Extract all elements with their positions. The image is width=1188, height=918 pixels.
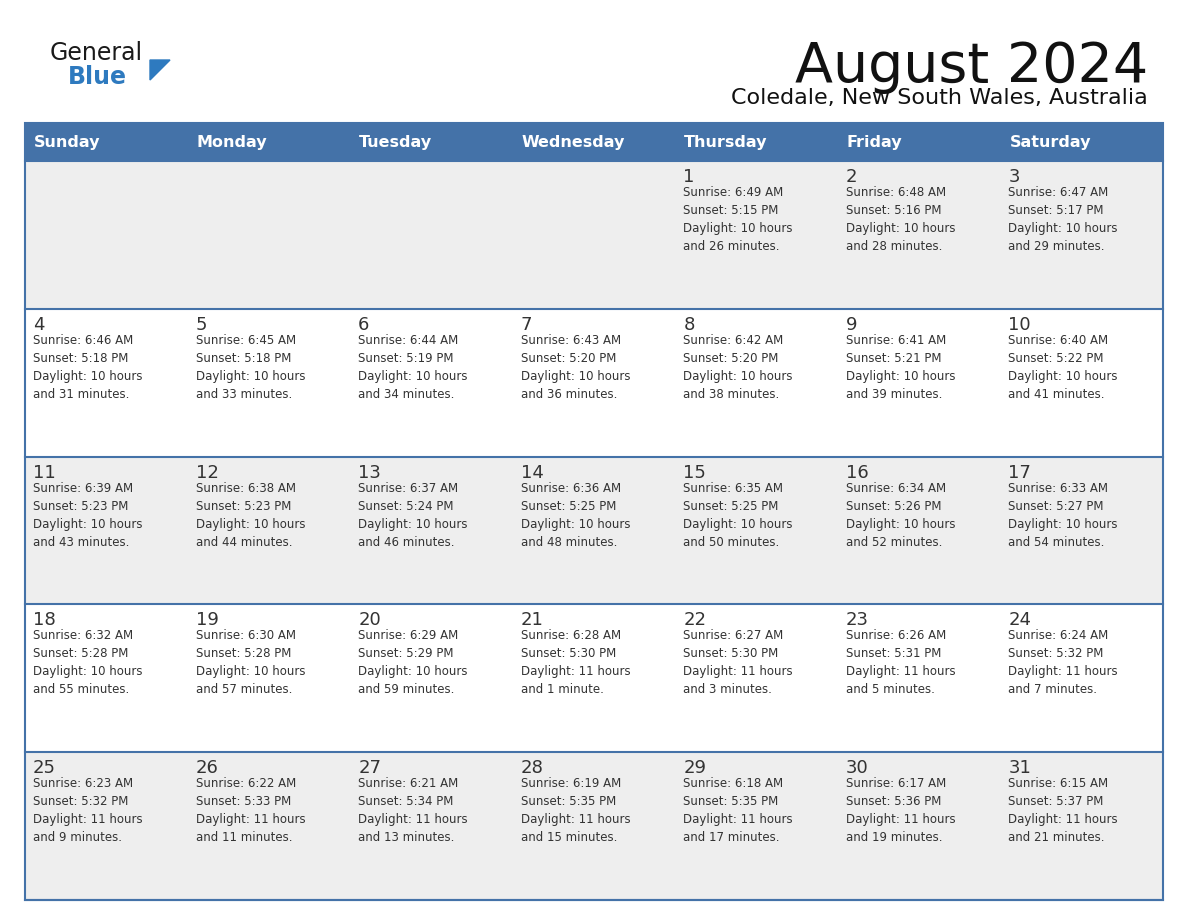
Text: Sunrise: 6:48 AM
Sunset: 5:16 PM
Daylight: 10 hours
and 28 minutes.: Sunrise: 6:48 AM Sunset: 5:16 PM Dayligh… <box>846 186 955 253</box>
Text: Thursday: Thursday <box>684 135 767 150</box>
Text: Sunrise: 6:41 AM
Sunset: 5:21 PM
Daylight: 10 hours
and 39 minutes.: Sunrise: 6:41 AM Sunset: 5:21 PM Dayligh… <box>846 334 955 401</box>
Text: Sunrise: 6:37 AM
Sunset: 5:24 PM
Daylight: 10 hours
and 46 minutes.: Sunrise: 6:37 AM Sunset: 5:24 PM Dayligh… <box>358 482 468 549</box>
Text: Sunrise: 6:33 AM
Sunset: 5:27 PM
Daylight: 10 hours
and 54 minutes.: Sunrise: 6:33 AM Sunset: 5:27 PM Dayligh… <box>1009 482 1118 549</box>
Text: Sunrise: 6:43 AM
Sunset: 5:20 PM
Daylight: 10 hours
and 36 minutes.: Sunrise: 6:43 AM Sunset: 5:20 PM Dayligh… <box>520 334 630 401</box>
Polygon shape <box>150 60 170 80</box>
Text: 12: 12 <box>196 464 219 482</box>
Text: 28: 28 <box>520 759 544 778</box>
Text: 23: 23 <box>846 611 868 630</box>
Text: Sunrise: 6:42 AM
Sunset: 5:20 PM
Daylight: 10 hours
and 38 minutes.: Sunrise: 6:42 AM Sunset: 5:20 PM Dayligh… <box>683 334 792 401</box>
Text: 19: 19 <box>196 611 219 630</box>
Text: Coledale, New South Wales, Australia: Coledale, New South Wales, Australia <box>732 88 1148 108</box>
Text: Sunrise: 6:45 AM
Sunset: 5:18 PM
Daylight: 10 hours
and 33 minutes.: Sunrise: 6:45 AM Sunset: 5:18 PM Dayligh… <box>196 334 305 401</box>
Text: 14: 14 <box>520 464 544 482</box>
Bar <box>350 123 513 161</box>
Bar <box>838 123 1000 161</box>
Text: Sunrise: 6:17 AM
Sunset: 5:36 PM
Daylight: 11 hours
and 19 minutes.: Sunrise: 6:17 AM Sunset: 5:36 PM Dayligh… <box>846 778 955 845</box>
Text: Sunrise: 6:34 AM
Sunset: 5:26 PM
Daylight: 10 hours
and 52 minutes.: Sunrise: 6:34 AM Sunset: 5:26 PM Dayligh… <box>846 482 955 549</box>
Text: Sunrise: 6:23 AM
Sunset: 5:32 PM
Daylight: 11 hours
and 9 minutes.: Sunrise: 6:23 AM Sunset: 5:32 PM Dayligh… <box>33 778 143 845</box>
Text: 21: 21 <box>520 611 544 630</box>
Text: 2: 2 <box>846 168 858 186</box>
Text: Sunrise: 6:26 AM
Sunset: 5:31 PM
Daylight: 11 hours
and 5 minutes.: Sunrise: 6:26 AM Sunset: 5:31 PM Dayligh… <box>846 630 955 697</box>
Bar <box>25 123 1163 900</box>
Bar <box>513 123 675 161</box>
Text: 20: 20 <box>358 611 381 630</box>
Text: 8: 8 <box>683 316 695 334</box>
Text: 9: 9 <box>846 316 858 334</box>
Text: Sunrise: 6:29 AM
Sunset: 5:29 PM
Daylight: 10 hours
and 59 minutes.: Sunrise: 6:29 AM Sunset: 5:29 PM Dayligh… <box>358 630 468 697</box>
Text: 3: 3 <box>1009 168 1020 186</box>
Text: 11: 11 <box>33 464 56 482</box>
Text: Sunrise: 6:49 AM
Sunset: 5:15 PM
Daylight: 10 hours
and 26 minutes.: Sunrise: 6:49 AM Sunset: 5:15 PM Dayligh… <box>683 186 792 253</box>
Text: Sunrise: 6:21 AM
Sunset: 5:34 PM
Daylight: 11 hours
and 13 minutes.: Sunrise: 6:21 AM Sunset: 5:34 PM Dayligh… <box>358 778 468 845</box>
Text: 22: 22 <box>683 611 707 630</box>
Text: 1: 1 <box>683 168 695 186</box>
Text: 30: 30 <box>846 759 868 778</box>
Text: Friday: Friday <box>847 135 903 150</box>
Text: Sunrise: 6:27 AM
Sunset: 5:30 PM
Daylight: 11 hours
and 3 minutes.: Sunrise: 6:27 AM Sunset: 5:30 PM Dayligh… <box>683 630 792 697</box>
Text: Sunrise: 6:39 AM
Sunset: 5:23 PM
Daylight: 10 hours
and 43 minutes.: Sunrise: 6:39 AM Sunset: 5:23 PM Dayligh… <box>33 482 143 549</box>
Text: 5: 5 <box>196 316 207 334</box>
Text: Sunrise: 6:40 AM
Sunset: 5:22 PM
Daylight: 10 hours
and 41 minutes.: Sunrise: 6:40 AM Sunset: 5:22 PM Dayligh… <box>1009 334 1118 401</box>
Text: 24: 24 <box>1009 611 1031 630</box>
Text: 25: 25 <box>33 759 56 778</box>
Text: 15: 15 <box>683 464 706 482</box>
Text: Sunrise: 6:44 AM
Sunset: 5:19 PM
Daylight: 10 hours
and 34 minutes.: Sunrise: 6:44 AM Sunset: 5:19 PM Dayligh… <box>358 334 468 401</box>
Text: Sunrise: 6:22 AM
Sunset: 5:33 PM
Daylight: 11 hours
and 11 minutes.: Sunrise: 6:22 AM Sunset: 5:33 PM Dayligh… <box>196 778 305 845</box>
Bar <box>1000 123 1163 161</box>
Text: 27: 27 <box>358 759 381 778</box>
Text: Sunrise: 6:30 AM
Sunset: 5:28 PM
Daylight: 10 hours
and 57 minutes.: Sunrise: 6:30 AM Sunset: 5:28 PM Dayligh… <box>196 630 305 697</box>
Text: Saturday: Saturday <box>1010 135 1091 150</box>
Text: Sunrise: 6:35 AM
Sunset: 5:25 PM
Daylight: 10 hours
and 50 minutes.: Sunrise: 6:35 AM Sunset: 5:25 PM Dayligh… <box>683 482 792 549</box>
Text: 4: 4 <box>33 316 44 334</box>
Text: Tuesday: Tuesday <box>359 135 432 150</box>
Text: 7: 7 <box>520 316 532 334</box>
Text: Sunrise: 6:18 AM
Sunset: 5:35 PM
Daylight: 11 hours
and 17 minutes.: Sunrise: 6:18 AM Sunset: 5:35 PM Dayligh… <box>683 778 792 845</box>
Text: 31: 31 <box>1009 759 1031 778</box>
Text: 18: 18 <box>33 611 56 630</box>
Bar <box>675 123 838 161</box>
Bar <box>25 752 1163 900</box>
Text: Sunrise: 6:19 AM
Sunset: 5:35 PM
Daylight: 11 hours
and 15 minutes.: Sunrise: 6:19 AM Sunset: 5:35 PM Dayligh… <box>520 778 631 845</box>
Bar <box>25 456 1163 604</box>
Bar <box>188 123 350 161</box>
Text: 10: 10 <box>1009 316 1031 334</box>
Bar <box>25 161 1163 308</box>
Text: Monday: Monday <box>196 135 267 150</box>
Text: 13: 13 <box>358 464 381 482</box>
Text: Blue: Blue <box>68 65 127 89</box>
Text: Sunrise: 6:47 AM
Sunset: 5:17 PM
Daylight: 10 hours
and 29 minutes.: Sunrise: 6:47 AM Sunset: 5:17 PM Dayligh… <box>1009 186 1118 253</box>
Bar <box>25 604 1163 752</box>
Text: Wednesday: Wednesday <box>522 135 625 150</box>
Text: Sunrise: 6:38 AM
Sunset: 5:23 PM
Daylight: 10 hours
and 44 minutes.: Sunrise: 6:38 AM Sunset: 5:23 PM Dayligh… <box>196 482 305 549</box>
Bar <box>25 308 1163 456</box>
Text: 29: 29 <box>683 759 707 778</box>
Text: 17: 17 <box>1009 464 1031 482</box>
Text: August 2024: August 2024 <box>795 40 1148 94</box>
Bar <box>25 123 188 161</box>
Text: 6: 6 <box>358 316 369 334</box>
Text: Sunrise: 6:24 AM
Sunset: 5:32 PM
Daylight: 11 hours
and 7 minutes.: Sunrise: 6:24 AM Sunset: 5:32 PM Dayligh… <box>1009 630 1118 697</box>
Text: General: General <box>50 41 143 65</box>
Text: Sunrise: 6:15 AM
Sunset: 5:37 PM
Daylight: 11 hours
and 21 minutes.: Sunrise: 6:15 AM Sunset: 5:37 PM Dayligh… <box>1009 778 1118 845</box>
Text: Sunrise: 6:46 AM
Sunset: 5:18 PM
Daylight: 10 hours
and 31 minutes.: Sunrise: 6:46 AM Sunset: 5:18 PM Dayligh… <box>33 334 143 401</box>
Text: 26: 26 <box>196 759 219 778</box>
Text: Sunday: Sunday <box>34 135 101 150</box>
Text: Sunrise: 6:32 AM
Sunset: 5:28 PM
Daylight: 10 hours
and 55 minutes.: Sunrise: 6:32 AM Sunset: 5:28 PM Dayligh… <box>33 630 143 697</box>
Text: 16: 16 <box>846 464 868 482</box>
Text: Sunrise: 6:28 AM
Sunset: 5:30 PM
Daylight: 11 hours
and 1 minute.: Sunrise: 6:28 AM Sunset: 5:30 PM Dayligh… <box>520 630 631 697</box>
Text: Sunrise: 6:36 AM
Sunset: 5:25 PM
Daylight: 10 hours
and 48 minutes.: Sunrise: 6:36 AM Sunset: 5:25 PM Dayligh… <box>520 482 630 549</box>
